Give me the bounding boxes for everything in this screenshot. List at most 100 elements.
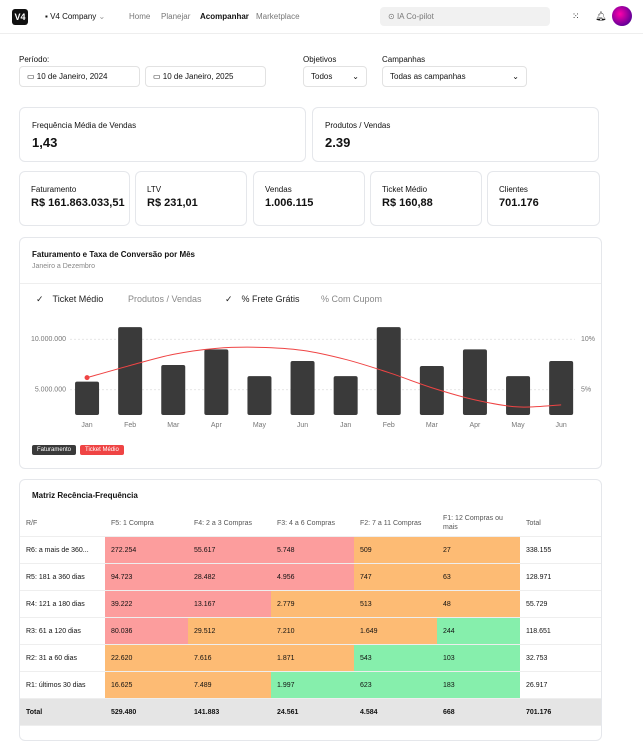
legend-item: Ticket Médio [80,445,124,455]
matrix-row: R6: a mais de 360... 272.254 55.617 5.748 50… [20,536,601,564]
series-toggle[interactable]: ✓ % Frete Grátis [225,294,300,305]
nav-link[interactable]: Marketplace [256,12,300,21]
x-tick-label: Apr [469,422,481,429]
row-label: R3: 61 a 120 dias [20,617,105,645]
avatar[interactable] [612,6,632,26]
legend-item: Faturamento [32,445,77,455]
bar [462,349,487,415]
nav-link[interactable]: Home [129,12,151,21]
kpi-card: Vendas 1.006.115 [253,171,365,226]
kpi-card: Produtos / Vendas 2.39 [312,107,599,162]
bar [376,327,401,415]
nav-link[interactable]: Planejar [161,12,191,21]
row-label: R6: a mais de 360... [20,536,105,564]
matrix-row: R2: 31 a 60 dias 22.620 7.616 1.871 543 103 32… [20,644,601,672]
matrix-cell: 513 [354,590,437,618]
matrix-cell: 26.917 [520,671,601,699]
row-label: R2: 31 a 60 dias [20,644,105,672]
check-icon: ✓ [36,294,44,304]
kpi-label: Faturamento [31,185,77,194]
kpi-label: Vendas [265,185,292,194]
matrix-cell: 1.649 [354,617,437,645]
x-tick-label: May [511,422,525,429]
matrix-title: Matriz Recência-Frequência [32,491,138,500]
bar [333,376,358,415]
matrix-cell: 4.956 [271,563,354,591]
matrix-cell: 272.254 [105,536,188,564]
matrix-cell: 543 [354,644,437,672]
column-header: F3: 4 a 6 Compras [271,510,354,537]
bar [419,366,444,415]
matrix-cell: 94.723 [105,563,188,591]
x-tick-label: Jun [297,422,308,429]
matrix-cell: 27 [437,536,520,564]
kpi-card: Clientes 701.176 [487,171,600,226]
x-tick-label: Jan [340,422,351,429]
select-value: Todos [311,72,333,81]
nav-link[interactable]: Acompanhar [200,12,249,21]
select[interactable]: Todas as campanhas ⌄ [382,66,527,87]
matrix-row: Total 529.480 141.883 24.561 4.584 668 701.176 [20,698,601,726]
x-tick-label: Mar [167,422,180,429]
date-value: 10 de Janeiro, 2024 [36,72,108,81]
matrix-cell: 7.210 [271,617,354,645]
column-header: F5: 1 Compra [105,510,188,537]
matrix-cell: 103 [437,644,520,672]
series-toggle[interactable]: % Com Cupom [321,294,382,304]
matrix-cell: 1.871 [271,644,354,672]
matrix-cell: 118.651 [520,617,601,645]
chart: 5.000.000 10.000.000 5% 10% Jan Feb Mar Apr May J… [31,327,595,429]
kpi-label: Frequência Média de Vendas [32,121,137,130]
series-toggle[interactable]: ✓ Ticket Médio [36,294,103,305]
kpi-label: LTV [147,185,162,194]
matrix-row: R5: 181 a 360 dias 94.723 28.482 4.956 747 63… [20,563,601,591]
matrix-cell: 39.222 [105,590,188,618]
bar [290,360,315,415]
kpi-card: LTV R$ 231,01 [135,171,247,226]
company-name: V4 Company [50,12,97,21]
search-box[interactable]: ⊙ IA Co-pilot [380,7,550,26]
matrix-cell: 128.971 [520,563,601,591]
bell-icon[interactable]: 🔔︎ [595,11,607,21]
matrix-cell: 55.617 [188,536,271,564]
matrix-cell: 141.883 [188,698,271,726]
matrix-cell: 623 [354,671,437,699]
series-toggle[interactable]: Produtos / Vendas [128,294,202,304]
date-picker[interactable]: ▭ 10 de Janeiro, 2025 [145,66,266,87]
date-picker[interactable]: ▭ 10 de Janeiro, 2024 [19,66,140,87]
apps-icon[interactable]: ⁙ [572,11,580,21]
bar [204,349,229,415]
matrix-cell: 529.480 [105,698,188,726]
tab-label: % Com Cupom [321,294,383,304]
y2-tick-label: 10% [581,336,595,343]
matrix-cell: 1.997 [271,671,354,699]
filter-label: Campanhas [382,55,426,64]
bar [549,360,574,415]
kpi-value: 1.006.115 [265,197,314,209]
matrix-cell: 13.167 [188,590,271,618]
row-label: R4: 121 a 180 dias [20,590,105,618]
x-tick-label: Jan [81,422,92,429]
logo[interactable]: V4 [12,9,28,25]
tab-label: % Frete Grátis [241,294,300,304]
top-bar [0,0,643,34]
x-tick-label: Apr [211,422,223,429]
company-selector[interactable]: ▪ V4 Company ⌄ [45,12,106,21]
matrix-row: R4: 121 a 180 dias 39.222 13.167 2.779 513 48… [20,590,601,618]
row-label: R1: últimos 30 dias [20,671,105,699]
kpi-label: Produtos / Vendas [325,121,391,130]
x-tick-label: Feb [124,422,136,429]
column-header: R/F [20,510,105,537]
chart-title: Faturamento e Taxa de Conversão por Mês [32,250,196,259]
column-header: Total [520,510,601,537]
matrix-cell: 338.155 [520,536,601,564]
matrix-cell: 29.512 [188,617,271,645]
tab-label: Produtos / Vendas [128,294,202,304]
filter-label: Período: [19,55,50,64]
matrix-cell: 4.584 [354,698,437,726]
date-value: 10 de Janeiro, 2025 [162,72,234,81]
chart-card: Faturamento e Taxa de Conversão por Mês … [19,237,602,469]
select[interactable]: Todos ⌄ [303,66,367,87]
matrix-cell: 701.176 [520,698,601,726]
matrix-cell: 7.489 [188,671,271,699]
